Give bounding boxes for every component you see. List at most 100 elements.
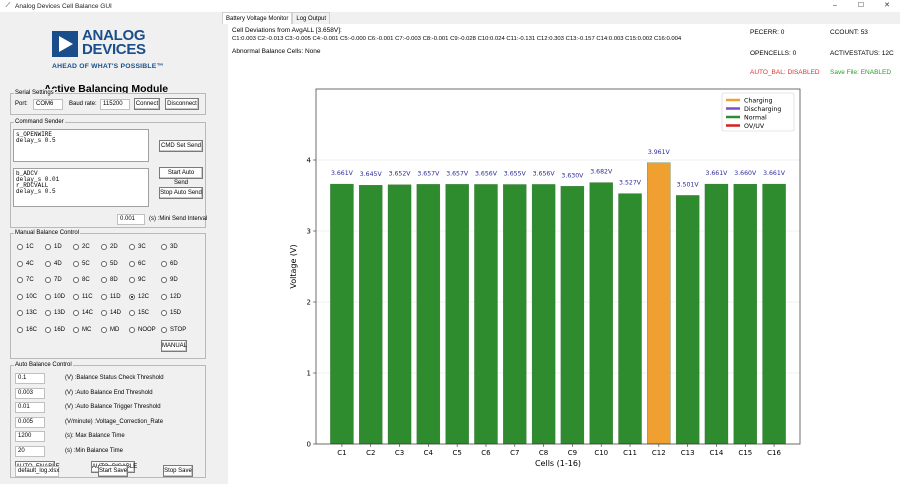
cmd-set-send-button[interactable]: CMD Set Send xyxy=(159,140,203,152)
radio-dot-icon[interactable] xyxy=(73,260,79,267)
radio-4d[interactable]: 4D xyxy=(45,260,62,267)
radio-7d[interactable]: 7D xyxy=(45,277,62,284)
radio-dot-icon[interactable] xyxy=(161,327,167,333)
close-button[interactable]: ✕ xyxy=(884,2,890,9)
radio-12c[interactable]: 12C xyxy=(129,293,149,300)
radio-14d[interactable]: 14D xyxy=(101,310,121,317)
auto-param-input[interactable]: 0.003 xyxy=(15,387,45,399)
radio-dot-icon[interactable] xyxy=(73,293,79,300)
radio-3d[interactable]: 3D xyxy=(161,244,178,250)
start-save-button[interactable]: Start Save xyxy=(98,465,128,477)
radio-7c[interactable]: 7C xyxy=(17,277,34,284)
radio-dot-icon[interactable] xyxy=(17,327,23,333)
radio-dot-icon[interactable] xyxy=(161,277,167,284)
radio-15d[interactable]: 15D xyxy=(161,310,181,317)
radio-dot-icon[interactable] xyxy=(45,293,51,300)
radio-dot-icon[interactable] xyxy=(161,244,167,250)
radio-dot-icon[interactable] xyxy=(17,244,23,250)
radio-9c[interactable]: 9C xyxy=(129,277,146,284)
radio-16c[interactable]: 16C xyxy=(17,327,37,333)
maximize-button[interactable]: ☐ xyxy=(857,2,865,9)
radio-dot-icon[interactable] xyxy=(45,277,51,284)
radio-10d[interactable]: 10D xyxy=(45,293,65,300)
disconnect-button[interactable]: Disconnect xyxy=(165,98,199,110)
radio-dot-icon[interactable] xyxy=(129,310,135,317)
radio-dot-icon[interactable] xyxy=(17,260,23,267)
log-file-input[interactable]: default_log.xlsx xyxy=(15,466,59,477)
radio-13c[interactable]: 13C xyxy=(17,310,37,317)
radio-dot-icon[interactable] xyxy=(101,277,107,284)
radio-8d[interactable]: 8D xyxy=(101,277,118,284)
radio-dot-icon[interactable] xyxy=(73,310,79,317)
radio-16d[interactable]: 16D xyxy=(45,327,65,333)
radio-5d[interactable]: 5D xyxy=(101,260,118,267)
radio-dot-icon[interactable] xyxy=(45,260,51,267)
radio-dot-icon[interactable] xyxy=(101,260,107,267)
radio-dot-icon[interactable] xyxy=(129,293,135,300)
tab-log-output[interactable]: Log Output xyxy=(292,12,331,24)
radio-dot-icon[interactable] xyxy=(73,244,79,250)
radio-dot-icon[interactable] xyxy=(161,310,167,317)
radio-6c[interactable]: 6C xyxy=(129,260,146,267)
radio-4c[interactable]: 4C xyxy=(17,260,34,267)
radio-5c[interactable]: 5C xyxy=(73,260,90,267)
auto-param-input[interactable]: 0.1 xyxy=(15,373,45,384)
radio-1c[interactable]: 1C xyxy=(17,244,34,250)
minimize-button[interactable]: – xyxy=(833,2,837,9)
radio-dot-icon[interactable] xyxy=(17,310,23,317)
radio-dot-icon[interactable] xyxy=(45,244,51,250)
radio-dot-icon[interactable] xyxy=(129,277,135,284)
manual-button[interactable]: MANUAL xyxy=(161,340,187,352)
bar-c13 xyxy=(675,195,700,445)
send-interval-input[interactable]: 0.001 xyxy=(117,214,145,225)
radio-dot-icon[interactable] xyxy=(161,260,167,267)
port-input[interactable]: COM6 xyxy=(33,99,63,110)
radio-stop[interactable]: STOP xyxy=(161,327,186,333)
radio-9d[interactable]: 9D xyxy=(161,277,178,284)
radio-dot-icon[interactable] xyxy=(73,327,79,333)
radio-1d[interactable]: 1D xyxy=(45,244,62,250)
radio-dot-icon[interactable] xyxy=(129,260,135,267)
radio-2d[interactable]: 2D xyxy=(101,244,118,250)
radio-2c[interactable]: 2C xyxy=(73,244,90,250)
radio-mc[interactable]: MC xyxy=(73,327,91,333)
tab-battery-voltage-monitor[interactable]: Battery Voltage Monitor xyxy=(222,12,293,24)
radio-15c[interactable]: 15C xyxy=(129,310,149,317)
radio-dot-icon[interactable] xyxy=(45,310,51,317)
stop-save-button[interactable]: Stop Save xyxy=(163,465,193,477)
radio-dot-icon[interactable] xyxy=(17,277,23,284)
radio-md[interactable]: MD xyxy=(101,327,119,333)
radio-13d[interactable]: 13D xyxy=(45,310,65,317)
radio-6d[interactable]: 6D xyxy=(161,260,178,267)
radio-noop[interactable]: NOOP xyxy=(129,327,156,333)
bar-c2 xyxy=(359,185,383,445)
command-sender-group: Command Sender s_OPENWIRE delay_s 0.5 CM… xyxy=(10,118,207,228)
radio-dot-icon[interactable] xyxy=(101,310,107,317)
auto-param-input[interactable]: 0.01 xyxy=(15,402,45,414)
start-auto-send-button[interactable]: Start Auto Send xyxy=(159,167,203,186)
radio-dot-icon[interactable] xyxy=(101,293,107,300)
baud-rate-input[interactable]: 115200 xyxy=(100,99,130,110)
radio-14c[interactable]: 14C xyxy=(73,310,93,317)
radio-11d[interactable]: 11D xyxy=(101,293,121,300)
command-set-textarea[interactable]: s_OPENWIRE delay_s 0.5 xyxy=(13,129,149,162)
radio-dot-icon[interactable] xyxy=(73,277,79,284)
radio-dot-icon[interactable] xyxy=(17,293,23,300)
radio-12d[interactable]: 12D xyxy=(161,293,181,300)
stop-auto-send-button[interactable]: Stop Auto Send xyxy=(159,187,203,199)
radio-3c[interactable]: 3C xyxy=(129,244,146,250)
radio-8c[interactable]: 8C xyxy=(73,277,90,284)
auto-send-textarea[interactable]: b_ADCV delay_s 0.01 r_RDCVALL delay_s 0.… xyxy=(13,168,149,207)
radio-dot-icon[interactable] xyxy=(129,327,135,333)
auto-param-input[interactable]: 1200 xyxy=(15,431,45,443)
auto-param-input[interactable]: 0.005 xyxy=(15,416,45,428)
radio-11c[interactable]: 11C xyxy=(73,293,93,300)
radio-dot-icon[interactable] xyxy=(129,244,135,250)
auto-param-input[interactable]: 20 xyxy=(15,446,45,457)
radio-dot-icon[interactable] xyxy=(161,293,167,300)
connect-button[interactable]: Connect xyxy=(134,98,160,110)
radio-dot-icon[interactable] xyxy=(101,327,107,333)
radio-dot-icon[interactable] xyxy=(101,244,107,250)
radio-10c[interactable]: 10C xyxy=(17,293,37,300)
radio-dot-icon[interactable] xyxy=(45,327,51,333)
